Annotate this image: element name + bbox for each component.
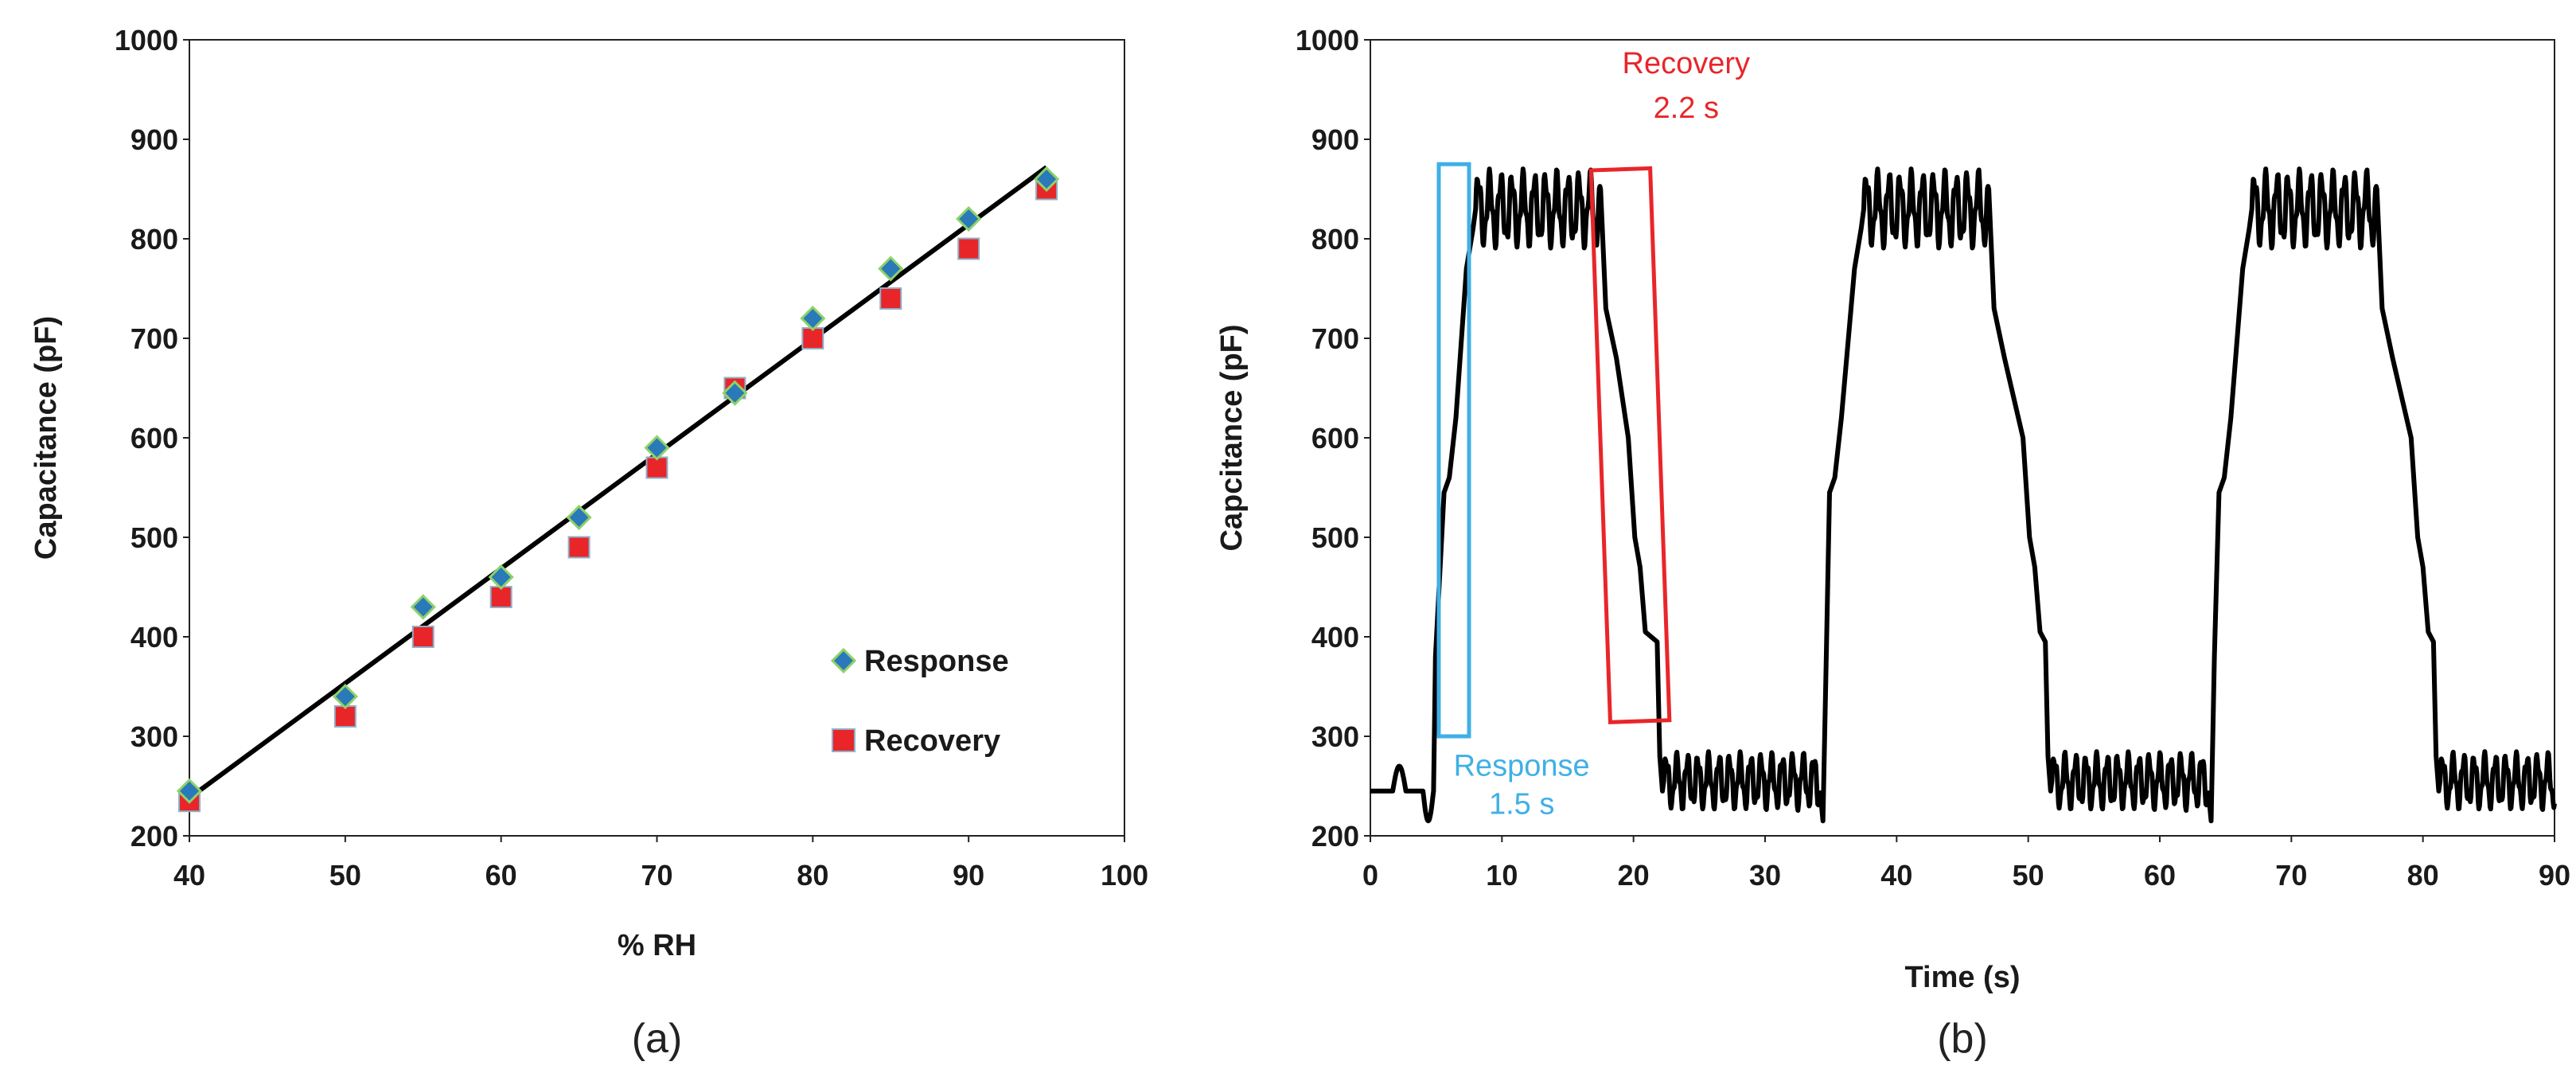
response-point <box>1033 166 1060 193</box>
chart-b-panel-label: (b) <box>1937 1016 1988 1062</box>
x-tick-label: 50 <box>329 859 361 892</box>
x-tick-label: 0 <box>1362 859 1378 892</box>
x-tick-label: 10 <box>1486 859 1518 892</box>
recovery-label: Recovery <box>1623 47 1751 80</box>
y-tick-label: 1000 <box>115 24 178 57</box>
response-point <box>722 380 748 406</box>
chart-a: 40 50 60 70 80 90 100 200 300 400 500 600 700 800 900… <box>29 24 1148 1062</box>
recovery-time-box <box>1588 166 1672 724</box>
y-tick-label: 900 <box>131 123 178 156</box>
chart-a-panel-label: (a) <box>632 1016 683 1062</box>
y-tick-label: 400 <box>1311 621 1359 654</box>
x-tick-label: 60 <box>2144 859 2176 892</box>
response-label: Response <box>1454 750 1590 783</box>
legend-recovery-label: Recovery <box>864 724 1000 758</box>
chart-a-x-axis-label: % RH <box>618 929 696 962</box>
recovery-point <box>567 536 590 559</box>
legend-response-label: Response <box>864 645 1009 678</box>
y-tick-label: 300 <box>1311 720 1359 753</box>
response-point <box>488 564 514 591</box>
y-tick-label: 500 <box>1311 521 1359 554</box>
x-tick-label: 50 <box>2013 859 2044 892</box>
x-tick-label: 40 <box>1880 859 1912 892</box>
y-tick-label: 800 <box>131 223 178 256</box>
x-tick-label: 40 <box>173 859 205 892</box>
x-tick-label: 70 <box>2275 859 2307 892</box>
chart-a-x-tick-labels: 40 50 60 70 80 90 100 <box>173 836 1148 892</box>
response-point <box>176 778 203 804</box>
chart-a-legend: Response Recovery <box>830 645 1009 758</box>
chart-a-y-tick-labels: 200 300 400 500 600 700 800 900 1000 <box>115 24 189 853</box>
legend-response-marker <box>830 647 857 674</box>
response-point <box>878 256 904 282</box>
y-tick-label: 1000 <box>1296 24 1359 57</box>
x-tick-label: 90 <box>953 859 984 892</box>
x-tick-label: 100 <box>1101 859 1148 892</box>
chart-a-fit-line <box>188 165 1048 800</box>
x-tick-label: 60 <box>485 859 517 892</box>
chart-b-capacitance-trace <box>1368 166 2557 824</box>
x-tick-label: 80 <box>797 859 828 892</box>
x-tick-label: 90 <box>2539 859 2570 892</box>
chart-a-points <box>176 166 1060 813</box>
chart-b-x-tick-labels: 0 10 20 30 40 50 60 70 80 90 <box>1362 836 2570 892</box>
y-tick-label: 200 <box>131 820 178 853</box>
recovery-point <box>879 287 902 310</box>
recovery-point <box>411 626 435 648</box>
response-point <box>410 594 436 620</box>
response-time-box <box>1436 162 1471 739</box>
y-tick-label: 700 <box>1311 322 1359 355</box>
x-tick-label: 70 <box>641 859 672 892</box>
y-tick-label: 500 <box>131 521 178 554</box>
y-tick-label: 600 <box>131 422 178 455</box>
response-time-value: 1.5 s <box>1489 788 1554 821</box>
y-tick-label: 800 <box>1311 223 1359 256</box>
recovery-point <box>489 586 512 608</box>
y-tick-label: 400 <box>131 621 178 654</box>
legend-recovery-marker <box>832 728 855 752</box>
x-tick-label: 80 <box>2407 859 2439 892</box>
chart-b-y-axis-label: Capcitance (pF) <box>1215 324 1249 551</box>
y-tick-label: 300 <box>131 720 178 753</box>
response-point <box>644 435 670 461</box>
response-point <box>566 504 592 531</box>
y-tick-label: 600 <box>1311 422 1359 455</box>
y-tick-label: 700 <box>131 322 178 355</box>
response-point <box>956 205 982 232</box>
chart-b-x-axis-label: Time (s) <box>1904 961 2020 994</box>
chart-b: 0 10 20 30 40 50 60 70 80 90 200 300 400 500 600 700 80… <box>1215 24 2570 1062</box>
response-point <box>332 683 358 710</box>
recovery-point <box>645 456 668 479</box>
recovery-time-value: 2.2 s <box>1654 92 1719 125</box>
recovery-point <box>333 705 357 728</box>
x-tick-label: 30 <box>1749 859 1781 892</box>
x-tick-label: 20 <box>1618 859 1650 892</box>
chart-a-y-axis-label: Capacitance (pF) <box>29 316 63 560</box>
recovery-point <box>957 237 980 260</box>
y-tick-label: 200 <box>1311 820 1359 853</box>
chart-b-y-tick-labels: 200 300 400 500 600 700 800 900 1000 <box>1296 24 1370 853</box>
chart-b-plot-frame <box>1370 39 2555 837</box>
y-tick-label: 900 <box>1311 123 1359 156</box>
response-point <box>800 305 826 332</box>
